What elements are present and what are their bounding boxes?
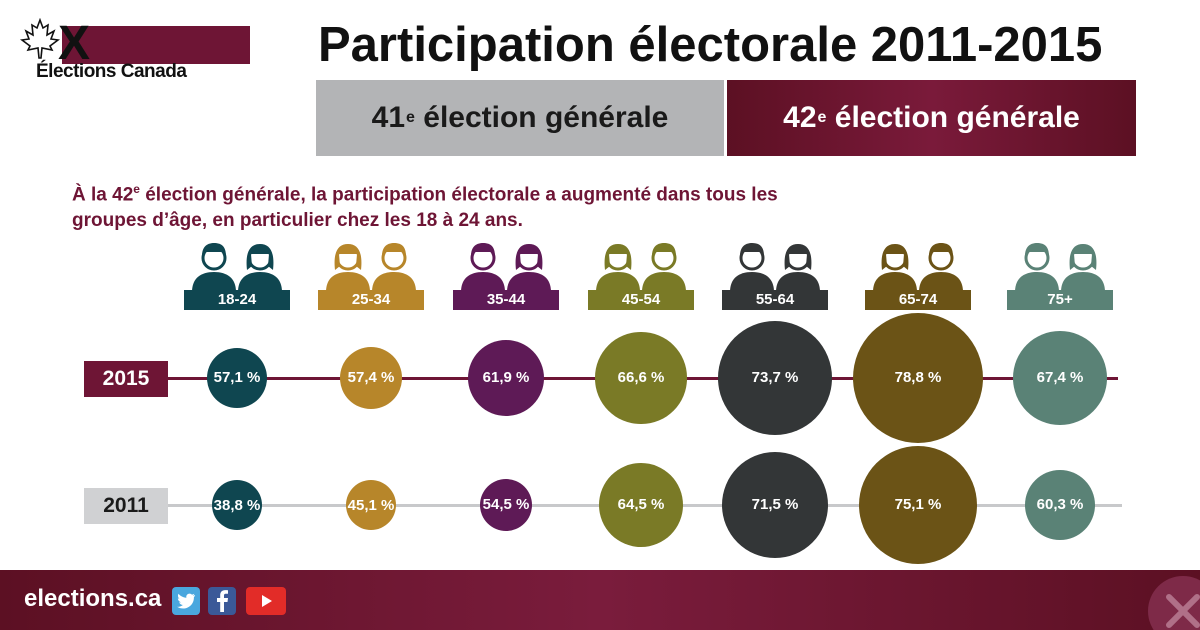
band-41-number: 41 (371, 101, 406, 134)
bubble-2015-18-24: 57,1 % (206, 347, 268, 409)
facebook-icon[interactable] (208, 587, 236, 615)
bubble-2011-55-64: 71,5 % (721, 451, 829, 559)
age-label-18-24: 18-24 (184, 290, 290, 310)
bubble-2011-45-54: 64,5 % (598, 462, 684, 548)
intro-part2: élection générale, la participation élec… (72, 184, 783, 232)
elections-canada-logo: X Élections Canada (18, 16, 250, 82)
footer-bar: elections.ca (0, 570, 1200, 630)
man-plaid-shirt-icon-pair (730, 243, 820, 292)
age-label-45-54: 45-54 (588, 290, 694, 310)
woman-long-hair-icon-pair (326, 243, 416, 292)
footer-website-link[interactable]: elections.ca (24, 585, 162, 612)
bubble-2011-35-44: 54,5 % (479, 478, 533, 532)
twitter-icon[interactable] (172, 587, 200, 615)
logo-bar (62, 26, 250, 64)
man-glasses-beard-icon-pair (596, 243, 686, 292)
young-man-icon-pair (192, 243, 282, 292)
logo-x-mark: X (58, 17, 90, 70)
band-42-sup: e (817, 109, 827, 126)
elderly-man-icon-pair (1015, 243, 1105, 292)
intro-part1: À la 42 (72, 184, 134, 206)
logo-wordmark: Élections Canada (36, 61, 187, 82)
age-group-45-54: 45-54 (588, 236, 694, 310)
age-group-55-64: 55-64 (722, 236, 828, 310)
band-41-text: élection générale (414, 101, 669, 134)
bubble-2015-25-34: 57,4 % (340, 347, 402, 409)
year-label-2015: 2015 (84, 361, 168, 397)
age-group-18-24: 18-24 (184, 236, 290, 310)
age-label-35-44: 35-44 (453, 290, 559, 310)
age-group-65-74: 65-74 (865, 236, 971, 310)
age-label-55-64: 55-64 (722, 290, 828, 310)
footer-x-watermark-icon (1148, 576, 1200, 630)
bubble-2015-75+: 67,4 % (1013, 331, 1107, 425)
bubble-2015-55-64: 73,7 % (718, 321, 832, 435)
age-group-25-34: 25-34 (318, 236, 424, 310)
age-label-75+: 75+ (1007, 290, 1113, 310)
intro-text: À la 42e élection générale, la participa… (72, 176, 792, 234)
bubble-2015-45-54: 66,6 % (595, 332, 687, 424)
bubble-2015-65-74: 78,8 % (852, 312, 984, 444)
bearded-man-icon-pair (461, 243, 551, 292)
band-42-number: 42 (783, 101, 817, 134)
intro-sup: e (133, 182, 140, 196)
year-label-2011: 2011 (84, 488, 168, 524)
bubble-2011-18-24: 38,8 % (212, 480, 262, 530)
band-42-text: élection générale (826, 101, 1080, 134)
bubble-2015-35-44: 61,9 % (467, 339, 545, 417)
age-group-75+: 75+ (1007, 236, 1113, 310)
bubble-2011-75+: 60,3 % (1024, 469, 1096, 541)
bubble-2011-25-34: 45,1 % (346, 480, 396, 530)
older-man-icon-pair (873, 243, 963, 292)
age-label-65-74: 65-74 (865, 290, 971, 310)
youtube-icon[interactable] (246, 587, 286, 615)
age-label-25-34: 25-34 (318, 290, 424, 310)
band-42-election: 42 e élection générale (727, 80, 1136, 156)
page-title: Participation électorale 2011-2015 (318, 18, 1103, 72)
maple-leaf-icon (20, 18, 60, 59)
bubble-2011-65-74: 75,1 % (858, 445, 978, 565)
age-group-35-44: 35-44 (453, 236, 559, 310)
band-41-election: 41 e élection générale (316, 80, 724, 156)
band-41-sup: e (406, 109, 415, 126)
